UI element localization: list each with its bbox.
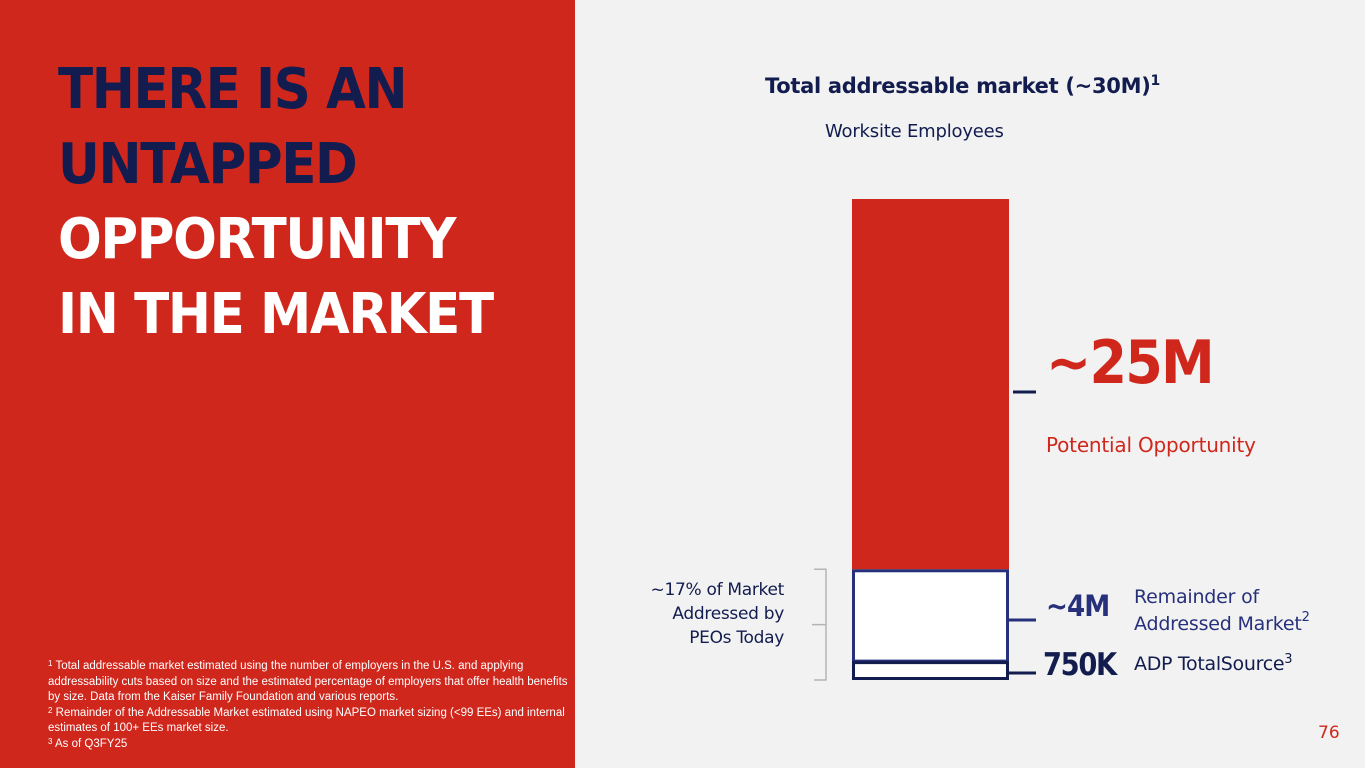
- footnote-1-text: Total addressable market estimated using…: [48, 660, 568, 703]
- headline-line-1: THERE IS AN: [58, 57, 408, 122]
- headline-line-2: UNTAPPED: [58, 132, 358, 197]
- headline-line-3: OPPORTUNITY: [58, 207, 456, 272]
- bar-segment-remainder-addressed-market: [852, 569, 1009, 663]
- value-label-remainder-addressed-market: ~4M: [1046, 589, 1110, 623]
- chart-title: Total addressable market (~30M)1: [765, 74, 1160, 98]
- footnote-2: 2 Remainder of the Addressable Market es…: [48, 706, 568, 737]
- chart-subtitle: Worksite Employees: [825, 121, 1004, 142]
- value-label-adp-totalsource: 750K: [1043, 647, 1117, 683]
- segment-label-remainder-line-2: Addressed Market2: [1134, 611, 1310, 638]
- segment-label-potential-opportunity: Potential Opportunity: [1046, 433, 1256, 457]
- footnote-2-marker: 2: [48, 705, 53, 715]
- segment-label-adp-totalsource-text: ADP TotalSource: [1134, 653, 1285, 675]
- bracket-annotation-line-1: ~17% of Market: [650, 580, 785, 600]
- footnote-3-text: As of Q3FY25: [55, 737, 128, 750]
- segment-label-adp-totalsource-footnote: 3: [1284, 652, 1293, 667]
- footnotes: 1 Total addressable market estimated usi…: [48, 659, 568, 752]
- bracket-annotation-line-3: PEOs Today: [689, 628, 784, 648]
- left-panel: [0, 0, 575, 768]
- chart-title-text: Total addressable market (~30M): [765, 74, 1151, 98]
- footnote-1-marker: 1: [48, 659, 53, 668]
- segment-label-remainder-addressed-market: Remainder of Addressed Market2: [1134, 584, 1310, 638]
- bracket-annotation: ~17% of Market Addressed by PEOs Today: [634, 578, 785, 650]
- headline-line-4: IN THE MARKET: [58, 282, 494, 347]
- page-number: 76: [1318, 723, 1340, 743]
- segment-label-remainder-line-2-text: Addressed Market: [1134, 613, 1302, 635]
- footnote-3: 3 As of Q3FY25: [48, 737, 568, 753]
- segment-label-remainder-line-1: Remainder of: [1134, 586, 1260, 608]
- bracket-annotation-line-2: Addressed by: [672, 604, 784, 624]
- footnote-3-marker: 3: [48, 736, 53, 746]
- page-title: THERE IS AN UNTAPPED OPPORTUNITY IN THE …: [58, 52, 558, 352]
- footnote-2-text: Remainder of the Addressable Market esti…: [48, 706, 565, 735]
- bar-segment-potential-opportunity: [852, 199, 1009, 570]
- segment-label-adp-totalsource: ADP TotalSource3: [1134, 652, 1293, 675]
- bar-segment-adp-totalsource: [852, 661, 1009, 681]
- footnote-1: 1 Total addressable market estimated usi…: [48, 659, 568, 706]
- chart-title-footnote: 1: [1150, 73, 1161, 89]
- segment-label-remainder-footnote: 2: [1301, 610, 1310, 625]
- value-label-potential-opportunity: ~25M: [1046, 328, 1215, 398]
